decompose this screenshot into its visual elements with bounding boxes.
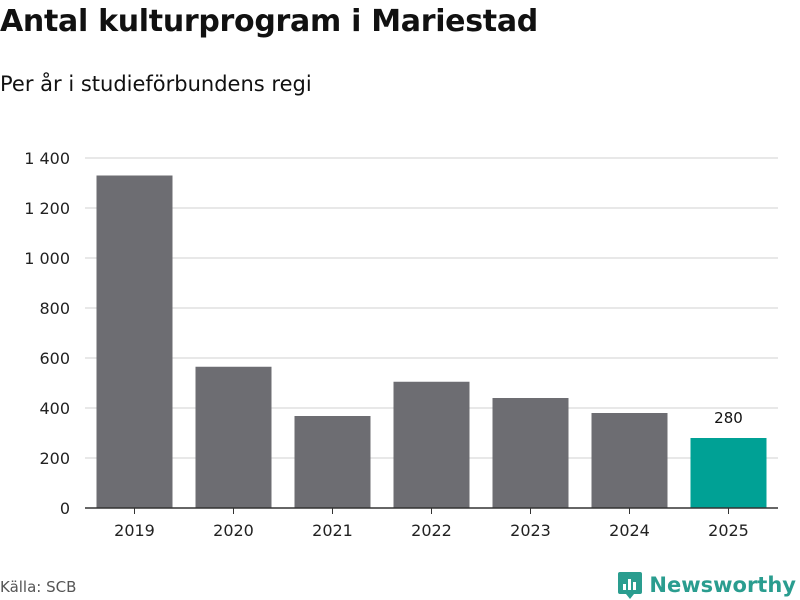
y-tick-label: 400 <box>39 399 70 418</box>
y-tick-label: 1 200 <box>24 199 70 218</box>
source-note: Källa: SCB <box>0 578 77 596</box>
newsworthy-icon <box>618 572 643 599</box>
chart-title: Antal kulturprogram i Mariestad <box>0 4 538 39</box>
x-tick-label: 2022 <box>411 521 452 540</box>
bar <box>195 366 272 508</box>
brand-name: Newsworthy <box>649 573 796 597</box>
y-tick-label: 1 400 <box>24 149 70 168</box>
bar <box>492 398 569 508</box>
x-tick-label: 2025 <box>708 521 749 540</box>
bar <box>591 413 668 508</box>
bar <box>690 438 767 508</box>
bar <box>96 175 173 508</box>
bar-chart: 0 200 400 600 800 1 000 1 200 1 400 2019 2020 2021… <box>24 149 778 540</box>
y-tick-label: 600 <box>39 349 70 368</box>
x-tick-label: 2019 <box>114 521 155 540</box>
x-tick-label: 2023 <box>510 521 551 540</box>
data-label: 280 <box>714 409 743 427</box>
y-tick-label: 800 <box>39 299 70 318</box>
bar <box>294 416 371 508</box>
chart-subtitle: Per år i studieförbundens regi <box>0 72 312 96</box>
y-tick-label: 0 <box>60 499 70 518</box>
x-tick-label: 2020 <box>213 521 254 540</box>
y-tick-label: 200 <box>39 449 70 468</box>
bar <box>393 381 470 508</box>
y-tick-label: 1 000 <box>24 249 70 268</box>
x-tick-label: 2024 <box>609 521 650 540</box>
x-tick-label: 2021 <box>312 521 353 540</box>
brand-logo: Newsworthy <box>617 570 796 600</box>
